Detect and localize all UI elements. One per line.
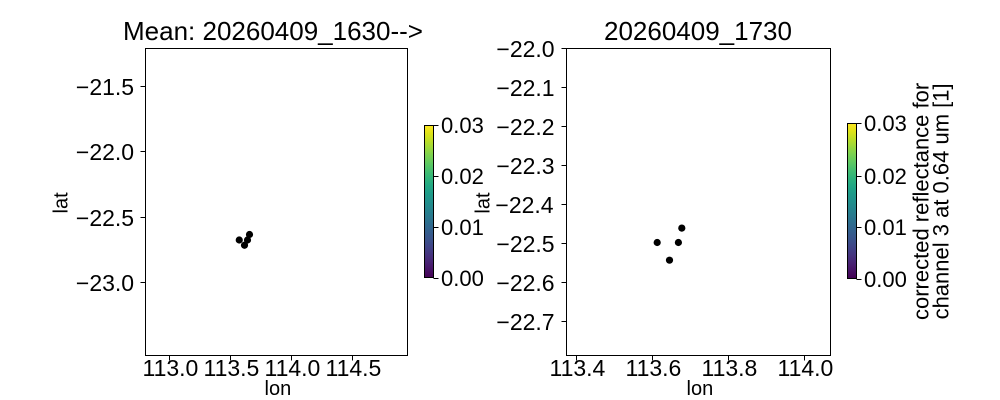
svg-text:lat: lat [473,192,495,214]
svg-text:channel 3 at 0.64 um [1]: channel 3 at 0.64 um [1] [929,83,954,319]
svg-text:lat: lat [51,192,73,214]
